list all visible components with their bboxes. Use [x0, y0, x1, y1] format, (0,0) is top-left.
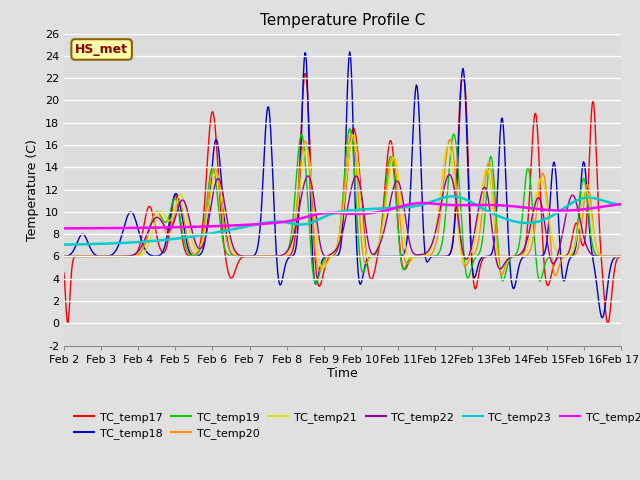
TC_temp21 — [214, 171, 221, 177]
TC_temp22 — [184, 209, 192, 215]
TC_temp20 — [60, 253, 68, 259]
TC_temp19 — [70, 253, 78, 259]
TC_temp18 — [617, 253, 625, 259]
TC_temp21 — [497, 266, 504, 272]
TC_temp22 — [426, 245, 434, 251]
TC_temp20 — [348, 132, 355, 137]
TC_temp19 — [312, 281, 319, 287]
TC_temp19 — [214, 192, 221, 198]
TC_temp24 — [410, 201, 418, 206]
TC_temp23 — [410, 204, 418, 209]
TC_temp17 — [302, 71, 310, 76]
TC_temp17 — [604, 320, 611, 326]
Line: TC_temp21: TC_temp21 — [64, 135, 621, 269]
TC_temp21 — [60, 253, 68, 259]
Line: TC_temp22: TC_temp22 — [64, 175, 621, 269]
TC_temp22 — [410, 251, 418, 257]
TC_temp23 — [448, 193, 456, 199]
TC_temp18 — [184, 244, 192, 250]
TC_temp22 — [617, 253, 625, 259]
TC_temp23 — [70, 241, 78, 247]
TC_temp17 — [214, 155, 221, 160]
TC_temp23 — [184, 234, 192, 240]
TC_temp18 — [411, 95, 419, 101]
TC_temp22 — [127, 252, 135, 258]
TC_temp23 — [617, 202, 625, 208]
TC_temp19 — [60, 253, 68, 259]
TC_temp23 — [214, 229, 221, 235]
TC_temp24 — [617, 201, 625, 207]
TC_temp21 — [184, 218, 192, 224]
Line: TC_temp19: TC_temp19 — [64, 129, 621, 284]
TC_temp20 — [411, 254, 419, 260]
TC_temp18 — [214, 139, 221, 145]
TC_temp24 — [70, 226, 78, 231]
TC_temp21 — [127, 253, 135, 259]
TC_temp18 — [127, 209, 135, 215]
TC_temp23 — [127, 240, 135, 245]
TC_temp19 — [127, 253, 135, 259]
TC_temp19 — [428, 253, 436, 259]
TC_temp17 — [617, 254, 625, 260]
Y-axis label: Temperature (C): Temperature (C) — [26, 139, 39, 240]
TC_temp18 — [428, 254, 435, 260]
TC_temp20 — [552, 273, 559, 278]
Title: Temperature Profile C: Temperature Profile C — [260, 13, 425, 28]
TC_temp19 — [412, 253, 419, 259]
TC_temp20 — [214, 173, 221, 179]
TC_temp20 — [184, 238, 192, 243]
TC_temp18 — [346, 49, 353, 55]
TC_temp22 — [214, 176, 221, 182]
TC_temp17 — [184, 252, 192, 258]
TC_temp24 — [419, 200, 426, 206]
Line: TC_temp18: TC_temp18 — [64, 52, 621, 318]
TC_temp24 — [214, 223, 221, 229]
TC_temp20 — [428, 252, 435, 257]
Line: TC_temp24: TC_temp24 — [64, 203, 621, 228]
Line: TC_temp20: TC_temp20 — [64, 134, 621, 276]
TC_temp24 — [60, 226, 68, 231]
Line: TC_temp23: TC_temp23 — [64, 196, 621, 245]
TC_temp22 — [496, 266, 504, 272]
TC_temp24 — [127, 225, 135, 231]
Text: HS_met: HS_met — [75, 43, 128, 56]
TC_temp17 — [70, 255, 78, 261]
TC_temp17 — [428, 253, 435, 259]
Legend: TC_temp17, TC_temp18, TC_temp19, TC_temp20, TC_temp21, TC_temp22, TC_temp23, TC_: TC_temp17, TC_temp18, TC_temp19, TC_temp… — [70, 408, 640, 444]
TC_temp20 — [127, 253, 135, 259]
TC_temp17 — [60, 270, 68, 276]
Line: TC_temp17: TC_temp17 — [64, 73, 621, 323]
TC_temp21 — [617, 253, 625, 259]
TC_temp18 — [70, 247, 78, 252]
TC_temp21 — [350, 132, 358, 138]
TC_temp18 — [598, 315, 606, 321]
TC_temp19 — [346, 126, 353, 132]
TC_temp20 — [617, 253, 625, 259]
TC_temp21 — [70, 253, 78, 259]
X-axis label: Time: Time — [327, 367, 358, 381]
TC_temp22 — [446, 172, 454, 178]
TC_temp18 — [60, 253, 68, 259]
TC_temp23 — [60, 242, 68, 248]
TC_temp22 — [70, 253, 78, 259]
TC_temp23 — [426, 199, 434, 205]
TC_temp17 — [411, 254, 419, 260]
TC_temp17 — [127, 253, 135, 259]
TC_temp21 — [428, 246, 435, 252]
TC_temp19 — [617, 253, 625, 259]
TC_temp24 — [184, 224, 192, 230]
TC_temp24 — [428, 201, 435, 206]
TC_temp20 — [70, 253, 78, 259]
TC_temp22 — [60, 253, 68, 259]
TC_temp19 — [184, 249, 192, 255]
TC_temp21 — [411, 254, 419, 260]
